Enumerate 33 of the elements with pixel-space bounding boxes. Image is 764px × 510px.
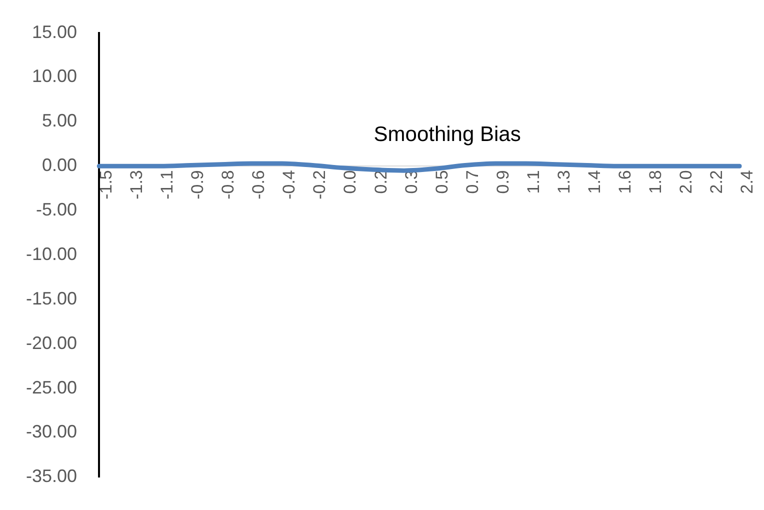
x-tick-label: -0.8: [218, 170, 238, 200]
x-tick-label: 0.0: [340, 170, 360, 194]
y-tick-label: -30.00: [26, 422, 78, 442]
y-tick-label: -15.00: [26, 288, 78, 308]
x-tick-label: 1.3: [554, 170, 574, 194]
y-tick-label: 0.00: [42, 155, 78, 176]
y-tick-label: -5.00: [36, 200, 78, 220]
y-tick-label: 15.00: [32, 22, 78, 42]
x-tick-label: 2.0: [676, 170, 696, 194]
x-tick-label: -1.3: [127, 170, 146, 200]
y-tick-label: -25.00: [26, 377, 78, 398]
y-tick-label: -10.00: [26, 244, 78, 264]
text: Smoothing Bias: [374, 122, 521, 146]
y-tick-label: 5.00: [42, 110, 78, 131]
x-tick-label: -0.9: [188, 170, 208, 200]
x-tick-label: -0.6: [249, 170, 268, 200]
x-tick-label: -1.5: [96, 170, 116, 200]
x-tick-label: 1.4: [584, 170, 604, 194]
x-tick-label: 0.9: [493, 170, 512, 194]
y-tick-label: -20.00: [26, 332, 78, 353]
y-tick-label: -35.00: [26, 466, 78, 486]
y-tick-label: 10.00: [32, 66, 78, 86]
x-tick-label: 0.2: [371, 170, 390, 194]
x-tick-label: 0.7: [462, 170, 482, 194]
x-tick-label: -0.4: [280, 170, 299, 200]
x-tick-label: -1.1: [158, 170, 177, 200]
x-tick-label: 1.8: [646, 170, 665, 194]
x-tick-label: -0.2: [310, 170, 330, 200]
x-tick-label: 0.5: [432, 170, 452, 194]
x-tick-label: 2.4: [737, 170, 756, 194]
x-tick-label: 1.1: [524, 170, 543, 194]
x-tick-label: 1.6: [615, 170, 634, 194]
x-tick-label: 2.2: [706, 170, 726, 194]
